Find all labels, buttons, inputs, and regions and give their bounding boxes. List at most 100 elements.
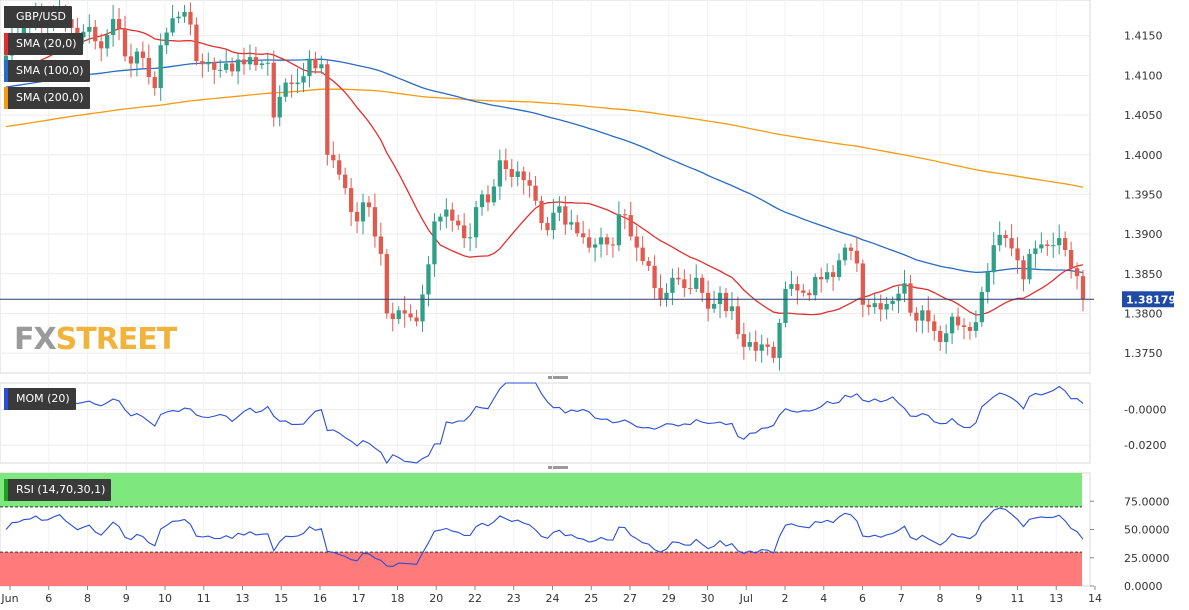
axes: 1.4150 1.4100 1.4050 1.4000 1.3950 1.3900 1.38… (0, 30, 1176, 605)
candle-body (890, 300, 895, 304)
candle-body (1051, 245, 1056, 247)
candle-body (1033, 248, 1038, 254)
candle-body (432, 221, 437, 265)
x-tick-label: 17 (352, 592, 366, 605)
price-tick-label: 1.4000 (1124, 149, 1163, 162)
candle-body (634, 236, 639, 248)
candle-body (337, 160, 342, 175)
candle-body (777, 323, 782, 358)
candle-body (581, 233, 586, 238)
last-price-label: 1.38179 (1126, 293, 1176, 306)
candle-body (331, 154, 336, 161)
candle-body (670, 277, 675, 293)
candle-body (265, 62, 270, 64)
momentum-panel-frame (0, 382, 1091, 464)
sma100-label: SMA (100,0) (16, 64, 84, 77)
candle-body (723, 292, 729, 312)
x-tick-label: 29 (662, 592, 676, 605)
candle-body (1063, 238, 1068, 250)
candle-body (664, 292, 669, 300)
candle-body (557, 206, 562, 213)
candle-body (194, 24, 199, 62)
candle-body (616, 214, 622, 246)
sma200-label: SMA (200,0) (16, 91, 84, 104)
candle-body (586, 237, 592, 248)
momentum-badge[interactable]: MOM (20) (4, 388, 76, 410)
candle-body (81, 31, 86, 38)
candle-body (824, 272, 830, 280)
candle-body (973, 322, 979, 331)
candle-body (164, 32, 169, 46)
candle-body (426, 264, 431, 295)
candle-body (807, 292, 812, 296)
x-tick-label: 27 (623, 592, 637, 605)
candle-body (93, 26, 98, 42)
candle-body (438, 216, 443, 222)
rsi-badge[interactable]: RSI (14,70,30,1) (4, 479, 112, 501)
candle-body (146, 57, 151, 77)
candle-body (836, 260, 842, 277)
candle-body (491, 186, 497, 203)
x-tick-label: 16 (313, 592, 327, 605)
candle-body (152, 76, 157, 89)
candle-body (366, 202, 372, 208)
x-tick-label: 25 (584, 592, 598, 605)
candle-body (414, 317, 419, 322)
momentum-label: MOM (20) (16, 392, 70, 405)
candle-body (372, 207, 378, 237)
candle-body (908, 283, 913, 313)
candle-body (224, 63, 229, 70)
candle-body (592, 244, 598, 248)
candle-body (122, 28, 128, 57)
candle-body (783, 288, 788, 324)
x-tick-label: 9 (123, 592, 130, 605)
candle-body (533, 185, 538, 201)
candle-body (795, 284, 800, 291)
symbol-badge-bar (4, 6, 8, 28)
candle-body (997, 234, 1002, 246)
x-tick-label: 8 (937, 592, 944, 605)
candle-body (1027, 253, 1032, 280)
candle-body (75, 27, 80, 38)
candle-body (277, 96, 282, 118)
candle-body (676, 277, 681, 280)
candle-body (872, 303, 877, 308)
sma200-color-bar (4, 87, 8, 109)
candle-body (813, 276, 818, 296)
candle-body (134, 51, 140, 64)
candle-body (771, 346, 776, 358)
sma20-badge[interactable]: SMA (20,0) (4, 33, 83, 55)
candle-body (884, 303, 889, 310)
candle-body (694, 277, 699, 289)
x-tick-label: 6 (45, 592, 52, 605)
candle-body (396, 310, 401, 320)
candle-body (902, 283, 907, 294)
candle-body (551, 212, 556, 231)
candle-body (753, 342, 758, 351)
candle-body (705, 292, 711, 309)
candle-body (961, 325, 967, 327)
candle-body (688, 288, 693, 290)
sma100-badge[interactable]: SMA (100,0) (4, 60, 90, 82)
candle-body (289, 82, 294, 85)
candle-body (247, 57, 253, 65)
candle-body (759, 344, 764, 351)
candle-body (325, 64, 330, 155)
logo-street: STREET (55, 322, 178, 357)
sma200-badge[interactable]: SMA (200,0) (4, 87, 90, 109)
candle-body (1009, 238, 1014, 249)
symbol-badge[interactable]: GBP/USD (4, 6, 72, 28)
candle-body (110, 19, 116, 35)
candle-body (866, 304, 871, 308)
candle-body (360, 202, 366, 222)
candle-body (259, 63, 265, 66)
rsi-overbought-zone (0, 473, 1082, 507)
candle-body (450, 209, 455, 221)
x-tick-label: 8 (84, 592, 91, 605)
x-tick-label: 13 (1049, 592, 1063, 605)
candle-body (979, 292, 984, 323)
candle-body (652, 265, 657, 289)
candle-body (1057, 238, 1062, 246)
candle-body (789, 284, 794, 289)
candle-body (420, 294, 425, 322)
